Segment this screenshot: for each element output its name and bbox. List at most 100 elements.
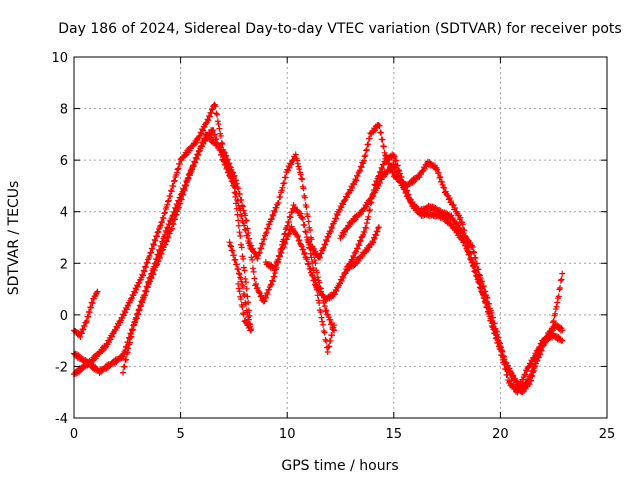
data-point (554, 299, 561, 306)
data-point (371, 235, 378, 242)
data-point (286, 213, 293, 220)
data-point (486, 300, 493, 307)
y-tick-label: -2 (55, 360, 68, 375)
data-point (150, 271, 157, 278)
data-point (249, 245, 256, 252)
data-point (128, 333, 135, 340)
data-point (358, 164, 365, 171)
data-point (441, 184, 448, 191)
x-tick-label: 20 (492, 427, 509, 442)
data-point (176, 161, 183, 168)
data-point (258, 292, 265, 299)
data-point (133, 286, 140, 293)
data-point (170, 183, 177, 190)
data-point (256, 249, 263, 256)
plot-border (73, 56, 608, 419)
data-point (277, 248, 284, 255)
data-point (241, 267, 248, 274)
data-point (240, 255, 247, 262)
data-point (456, 224, 463, 231)
data-point (528, 373, 535, 380)
data-point (328, 321, 335, 328)
data-point (504, 371, 511, 378)
data-point (345, 190, 352, 197)
data-point (482, 298, 489, 305)
data-point (196, 147, 203, 154)
y-tick-label: 6 (60, 154, 68, 169)
data-point (186, 171, 193, 178)
series-track-7 (337, 161, 566, 396)
data-point (233, 261, 240, 268)
data-point (471, 263, 478, 270)
data-point (301, 222, 308, 229)
data-point (263, 290, 270, 297)
data-point (94, 288, 101, 295)
data-point (393, 168, 400, 175)
data-point (164, 198, 171, 205)
data-point (178, 196, 185, 203)
data-point (548, 326, 555, 333)
data-point (169, 220, 176, 227)
data-point (391, 165, 398, 172)
data-point (555, 293, 562, 300)
data-point (213, 110, 220, 117)
data-point (211, 132, 218, 139)
data-point (231, 189, 238, 196)
data-point (169, 225, 176, 232)
data-point (240, 283, 247, 290)
data-point (464, 247, 471, 254)
data-point (148, 249, 155, 256)
data-point (273, 204, 280, 211)
data-point (380, 143, 387, 150)
data-point (167, 187, 174, 194)
data-point (79, 326, 86, 333)
data-point (168, 188, 175, 195)
data-point (468, 254, 475, 261)
data-point (393, 157, 400, 164)
data-point (142, 287, 149, 294)
data-point (490, 326, 497, 333)
data-point (135, 311, 142, 318)
data-point (282, 240, 289, 247)
data-point (229, 177, 236, 184)
data-point (382, 152, 389, 159)
data-point (334, 212, 341, 219)
data-points (71, 101, 566, 396)
data-point (151, 236, 158, 243)
data-point (266, 286, 273, 293)
data-point (294, 233, 301, 240)
data-point (77, 333, 84, 340)
data-point (488, 323, 495, 330)
data-point (235, 285, 242, 292)
data-point (177, 200, 184, 207)
data-point (521, 371, 528, 378)
data-point (235, 217, 242, 224)
data-point (238, 213, 245, 220)
data-point (277, 193, 284, 200)
data-point (379, 136, 386, 143)
data-point (217, 151, 224, 158)
data-point (374, 228, 381, 235)
data-point (263, 229, 270, 236)
data-point (376, 122, 383, 129)
data-point (227, 242, 234, 249)
data-point (126, 339, 133, 346)
data-point (169, 213, 176, 220)
data-point (530, 369, 537, 376)
data-point (327, 316, 334, 323)
data-point (242, 317, 249, 324)
y-tick-label: -4 (55, 412, 68, 427)
data-point (484, 304, 491, 311)
y-tick-label: 2 (60, 257, 68, 272)
data-point (147, 278, 154, 285)
data-point (211, 131, 218, 138)
data-point (269, 277, 276, 284)
x-tick-label: 15 (386, 427, 403, 442)
data-point (330, 324, 337, 331)
data-point (238, 278, 245, 285)
data-point (254, 284, 261, 291)
data-point (136, 306, 143, 313)
data-point (163, 229, 170, 236)
data-point (241, 222, 248, 229)
